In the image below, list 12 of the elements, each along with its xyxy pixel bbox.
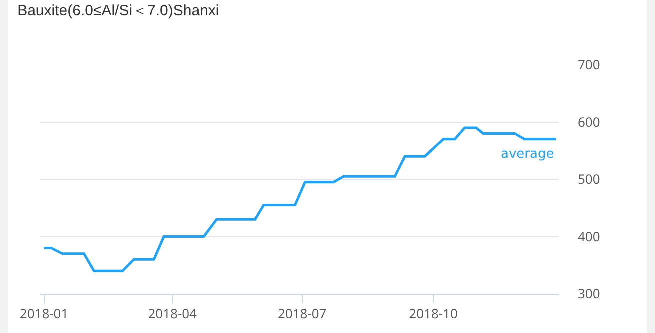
y-tick-label: 300 — [578, 284, 600, 303]
line-series — [43, 126, 558, 272]
x-tick-label: 2018-01 — [20, 304, 69, 323]
y-tick-label: 600 — [578, 112, 600, 131]
x-tick-label: 2018-10 — [409, 304, 458, 323]
chart-title: Bauxite(6.0≤Al/Si＜7.0)Shanxi — [18, 2, 220, 20]
x-tick-label: 2018-04 — [148, 304, 198, 323]
y-tick-label: 400 — [578, 227, 600, 246]
series-label: average — [501, 147, 554, 162]
x-tick-label: 2018-07 — [278, 304, 327, 323]
y-tick-label: 700 — [578, 56, 600, 74]
y-tick-label: 500 — [578, 170, 600, 188]
